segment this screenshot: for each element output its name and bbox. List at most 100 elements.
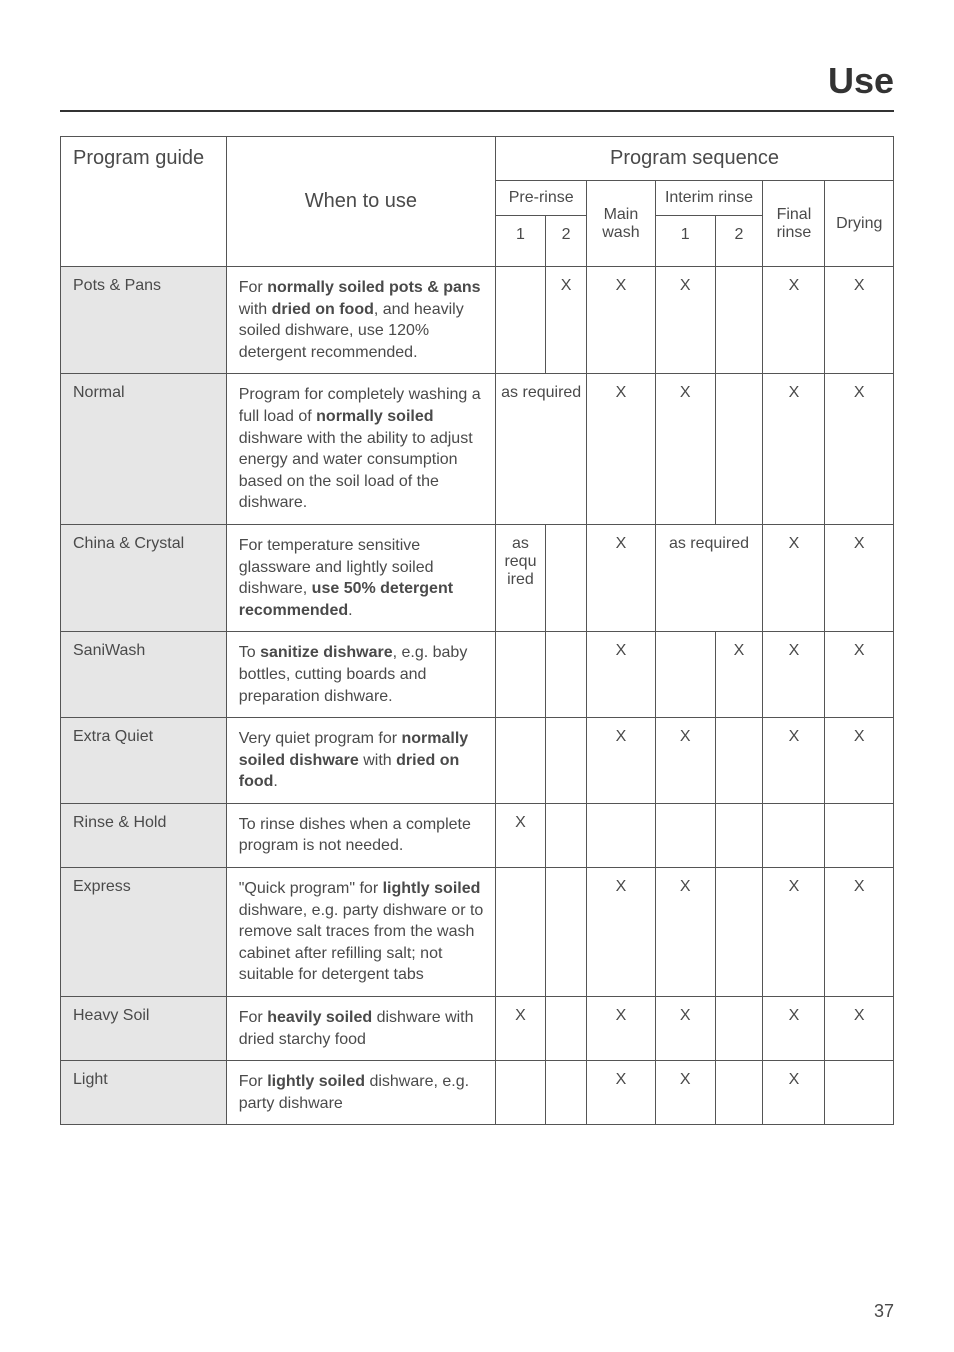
drying: X [825,997,894,1061]
page-number: 37 [874,1301,894,1322]
interim-rinse-1 [655,803,715,867]
interim-rinse-1: X [655,868,715,997]
pre-rinse-2 [545,803,586,867]
program-desc: For lightly soiled dishware, e.g. party … [226,1061,495,1125]
drying: X [825,868,894,997]
interim-rinse-2 [715,718,763,804]
program-name: Rinse & Hold [61,803,227,867]
final-rinse: X [763,868,825,997]
hdr-ir1: 1 [655,216,715,267]
pre-rinse-2 [545,524,586,631]
table-row: China & CrystalFor temperature sensitive… [61,524,894,631]
drying [825,803,894,867]
final-rinse: X [763,632,825,718]
hdr-when-to-use: When to use [226,137,495,267]
program-name: Pots & Pans [61,267,227,374]
pre-rinse-1 [496,267,546,374]
main-wash [587,803,655,867]
pre-rinse-2 [545,868,586,997]
main-wash: X [587,267,655,374]
pre-rinse-1 [496,1061,546,1125]
table-row: SaniWashTo sanitize dishware, e.g. baby … [61,632,894,718]
page-title-area: Use [60,60,894,112]
program-desc: For temperature sensitive glassware and … [226,524,495,631]
interim-rinse-1: X [655,1061,715,1125]
hdr-ir2: 2 [715,216,763,267]
header-row-1: Program guide When to use Program sequen… [61,137,894,181]
hdr-program-guide: Program guide [61,137,227,267]
interim-rinse-2 [715,868,763,997]
hdr-final-rinse: Final rinse [763,181,825,267]
interim-rinse-2 [715,267,763,374]
drying: X [825,718,894,804]
pre-rinse-2: X [545,267,586,374]
program-name: Normal [61,374,227,525]
table-row: NormalProgram for completely washing a f… [61,374,894,525]
interim-rinse-2 [715,374,763,525]
pre-rinse-2 [545,632,586,718]
table-row: Pots & PansFor normally soiled pots & pa… [61,267,894,374]
interim-rinse-span: as required [655,524,763,631]
program-desc: "Quick program" for lightly soiled dishw… [226,868,495,997]
main-wash: X [587,524,655,631]
program-desc: To rinse dishes when a complete program … [226,803,495,867]
interim-rinse-1: X [655,997,715,1061]
program-desc: Program for completely washing a full lo… [226,374,495,525]
drying: X [825,524,894,631]
drying [825,1061,894,1125]
pre-rinse-span: as required [496,374,587,525]
main-wash: X [587,632,655,718]
main-wash: X [587,718,655,804]
interim-rinse-2 [715,803,763,867]
interim-rinse-1: X [655,374,715,525]
drying: X [825,267,894,374]
final-rinse [763,803,825,867]
program-name: SaniWash [61,632,227,718]
program-name: Light [61,1061,227,1125]
table-row: Rinse & HoldTo rinse dishes when a compl… [61,803,894,867]
interim-rinse-2: X [715,632,763,718]
program-desc: Very quiet program for normally soiled d… [226,718,495,804]
pre-rinse-2 [545,997,586,1061]
program-name: Express [61,868,227,997]
program-desc: For normally soiled pots & pans with dri… [226,267,495,374]
hdr-main-wash: Main wash [587,181,655,267]
final-rinse: X [763,718,825,804]
hdr-interim-rinse: Interim rinse [655,181,763,216]
final-rinse: X [763,267,825,374]
interim-rinse-2 [715,997,763,1061]
table-row: Express"Quick program" for lightly soile… [61,868,894,997]
pre-rinse-1: as requ ired [496,524,546,631]
program-name: Extra Quiet [61,718,227,804]
table-row: Heavy SoilFor heavily soiled dishware wi… [61,997,894,1061]
drying: X [825,632,894,718]
table-row: Extra QuietVery quiet program for normal… [61,718,894,804]
final-rinse: X [763,997,825,1061]
hdr-pr1: 1 [496,216,546,267]
final-rinse: X [763,374,825,525]
main-wash: X [587,374,655,525]
interim-rinse-1: X [655,267,715,374]
hdr-pre-rinse: Pre-rinse [496,181,587,216]
hdr-program-sequence: Program sequence [496,137,894,181]
pre-rinse-1 [496,868,546,997]
drying: X [825,374,894,525]
table-row: LightFor lightly soiled dishware, e.g. p… [61,1061,894,1125]
interim-rinse-2 [715,1061,763,1125]
pre-rinse-1: X [496,803,546,867]
main-wash: X [587,868,655,997]
pre-rinse-1 [496,632,546,718]
pre-rinse-2 [545,1061,586,1125]
program-name: Heavy Soil [61,997,227,1061]
hdr-drying: Drying [825,181,894,267]
hdr-pr2: 2 [545,216,586,267]
interim-rinse-1: X [655,718,715,804]
final-rinse: X [763,524,825,631]
final-rinse: X [763,1061,825,1125]
program-name: China & Crystal [61,524,227,631]
pre-rinse-1: X [496,997,546,1061]
main-wash: X [587,997,655,1061]
page-title: Use [828,60,894,101]
pre-rinse-1 [496,718,546,804]
main-wash: X [587,1061,655,1125]
